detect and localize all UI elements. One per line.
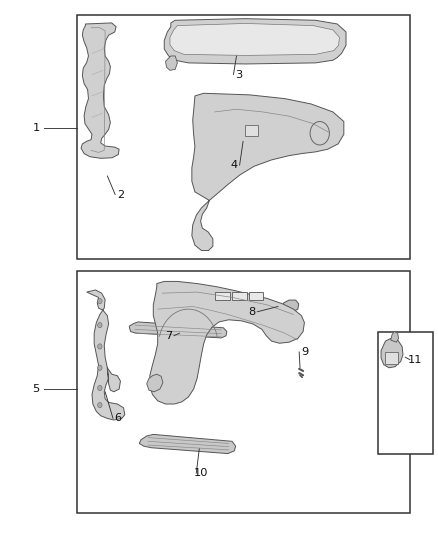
Circle shape [98, 385, 102, 391]
Text: 10: 10 [194, 469, 209, 478]
Text: 1: 1 [32, 123, 39, 133]
Circle shape [98, 402, 102, 408]
Bar [249, 292, 263, 300]
Circle shape [98, 365, 102, 370]
Polygon shape [192, 93, 344, 251]
Bar [77, 271, 410, 513]
Polygon shape [87, 290, 125, 420]
Text: 9: 9 [301, 347, 308, 357]
Polygon shape [81, 23, 119, 158]
Bar [378, 332, 433, 454]
Polygon shape [147, 374, 163, 392]
Polygon shape [283, 300, 299, 312]
Circle shape [98, 344, 102, 349]
Bar [245, 125, 258, 136]
Text: 5: 5 [32, 384, 39, 394]
Polygon shape [139, 434, 236, 454]
Polygon shape [164, 19, 346, 64]
Bar [215, 292, 230, 300]
Polygon shape [170, 23, 339, 55]
Text: 2: 2 [117, 190, 124, 199]
Circle shape [98, 298, 102, 304]
Polygon shape [381, 338, 403, 368]
Text: 11: 11 [408, 355, 423, 365]
Polygon shape [150, 281, 304, 404]
Polygon shape [129, 322, 227, 338]
Bar [232, 292, 247, 300]
Text: 8: 8 [248, 307, 255, 317]
Bar [77, 15, 410, 259]
Text: 3: 3 [235, 70, 242, 79]
Bar [385, 352, 398, 364]
Text: 7: 7 [165, 331, 172, 341]
Text: 4: 4 [231, 160, 238, 170]
Circle shape [98, 322, 102, 328]
Polygon shape [166, 56, 177, 70]
Polygon shape [391, 332, 399, 342]
Text: 6: 6 [115, 414, 122, 423]
